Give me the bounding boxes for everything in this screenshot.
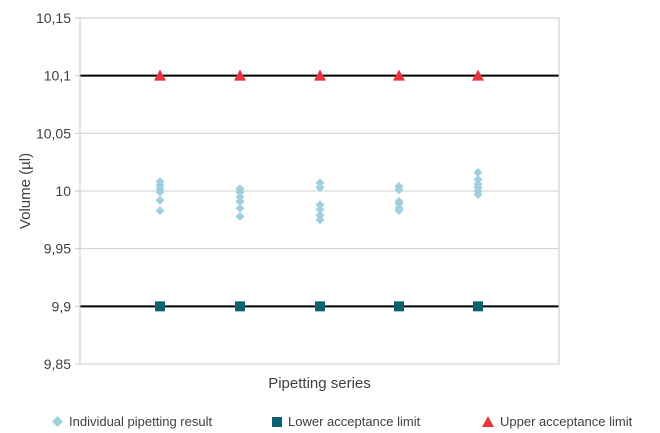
individual-result-point: [235, 203, 245, 213]
y-axis-label: Volume (µl): [17, 153, 34, 229]
individual-result-point: [394, 199, 404, 209]
lower-limit-point: [315, 301, 325, 312]
individual-result-point: [473, 168, 483, 178]
individual-result-point: [235, 187, 245, 197]
legend-item-lower-limit: Lower acceptance limit: [272, 414, 420, 429]
chart-legend: Individual pipetting result Lower accept…: [0, 414, 660, 432]
individual-result-point: [235, 192, 245, 202]
individual-result-point: [315, 178, 325, 188]
lower-limit-point: [473, 301, 483, 312]
legend-item-upper-limit: Upper acceptance limit: [482, 414, 632, 429]
x-axis-label: Pipetting series: [268, 375, 371, 392]
individual-result-point: [315, 215, 325, 225]
individual-result-point: [155, 206, 165, 216]
individual-result-point: [315, 210, 325, 220]
y-tick-label: 10,1: [44, 68, 71, 84]
individual-result-point: [155, 187, 165, 197]
upper-limit-point: [314, 69, 326, 81]
individual-result-point: [394, 185, 404, 195]
legend-label: Lower acceptance limit: [288, 414, 421, 429]
y-tick-label: 9,95: [44, 241, 71, 257]
individual-result-point: [235, 196, 245, 206]
individual-result-point: [315, 204, 325, 214]
individual-result-point: [155, 195, 165, 205]
lower-limit-point: [155, 301, 165, 312]
lower-limit-point: [235, 301, 245, 312]
y-tick-label: 10,05: [36, 125, 71, 141]
y-tick-label: 10,15: [36, 10, 71, 26]
legend-label: Individual pipetting result: [69, 414, 213, 429]
individual-result-point: [235, 211, 245, 221]
upper-limit-point: [154, 69, 166, 81]
legend-item-individual-result: Individual pipetting result: [52, 414, 212, 429]
individual-result-point: [473, 189, 483, 199]
y-tick-labels: 9,85 9,9 9,95 10 10,05 10,1 10,15: [36, 10, 71, 372]
plot-frame: [79, 17, 560, 365]
individual-result-point: [315, 200, 325, 210]
individual-result-point: [473, 174, 483, 184]
upper-limit-point: [234, 69, 246, 81]
grid-lines: [75, 17, 559, 365]
legend-label: Upper acceptance limit: [500, 414, 633, 429]
individual-result-point: [394, 206, 404, 216]
y-tick-label: 10: [55, 183, 71, 199]
lower-limit-point: [394, 301, 404, 312]
y-tick-label: 9,9: [52, 298, 72, 314]
y-tick-label: 9,85: [44, 356, 71, 372]
square-marker-icon: [272, 416, 282, 427]
triangle-marker-icon: [482, 416, 494, 427]
upper-limit-point: [393, 69, 405, 81]
diamond-marker-icon: [52, 416, 63, 427]
individual-result-point: [315, 183, 325, 193]
upper-limit-point: [472, 69, 484, 81]
data-points: [154, 69, 484, 312]
